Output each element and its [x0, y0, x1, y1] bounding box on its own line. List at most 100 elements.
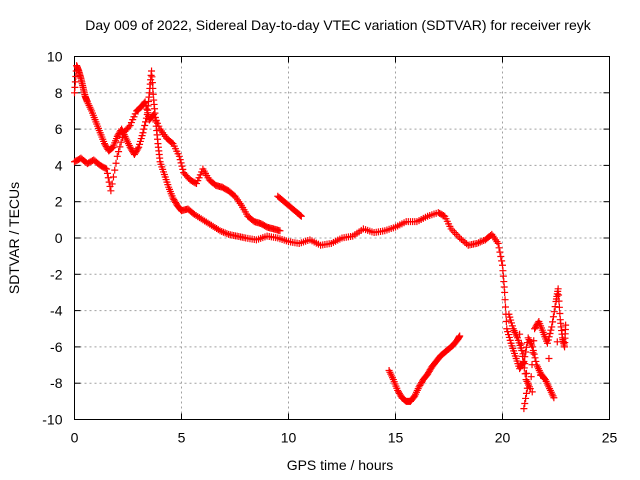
- x-axis-label: GPS time / hours: [287, 457, 394, 473]
- data-point: [549, 318, 557, 326]
- data-point: [475, 239, 483, 247]
- x-tick-label: 10: [281, 430, 297, 446]
- data-point: [142, 118, 150, 126]
- data-point: [496, 248, 504, 256]
- data-point: [555, 291, 563, 299]
- y-tick-label: 4: [55, 157, 63, 173]
- data-point: [111, 166, 119, 174]
- data-point: [554, 285, 562, 293]
- data-point: [519, 350, 527, 358]
- y-tick-label: 0: [55, 230, 63, 246]
- data-point: [113, 152, 121, 160]
- data-point: [104, 174, 112, 182]
- data-point: [221, 229, 229, 237]
- data-point: [118, 133, 126, 141]
- data-point: [516, 330, 524, 338]
- data-point: [103, 165, 111, 173]
- data-point: [144, 109, 152, 117]
- data-point: [520, 405, 528, 413]
- data-point: [139, 129, 147, 137]
- data-point: [519, 358, 527, 366]
- data-point: [527, 373, 535, 381]
- data-point: [544, 336, 552, 344]
- data-point: [521, 360, 529, 368]
- data-point: [528, 361, 536, 369]
- y-tick-label: -10: [42, 412, 62, 428]
- data-point: [545, 333, 553, 341]
- data-point: [125, 123, 133, 131]
- data-point: [297, 212, 305, 220]
- y-tick-label: -8: [50, 375, 63, 391]
- data-point: [219, 228, 227, 236]
- data-point: [176, 156, 184, 164]
- data-point: [524, 379, 532, 387]
- data-point: [549, 313, 557, 321]
- axis-ticks: [74, 56, 610, 420]
- data-point: [451, 229, 459, 237]
- data-point: [522, 389, 530, 397]
- chart-title: Day 009 of 2022, Sidereal Day-to-day VTE…: [85, 17, 591, 33]
- data-point: [463, 240, 471, 248]
- data-point: [473, 239, 481, 247]
- data-point: [530, 350, 538, 358]
- data-point: [501, 296, 509, 304]
- data-point: [108, 180, 116, 188]
- y-tick-label: 6: [55, 121, 63, 137]
- data-point: [521, 400, 529, 408]
- data-point: [218, 227, 226, 235]
- y-tick-label: -4: [50, 303, 63, 319]
- data-point: [537, 371, 545, 379]
- data-point: [476, 238, 484, 246]
- data-point: [545, 355, 553, 363]
- data-point: [101, 164, 109, 172]
- data-point: [556, 310, 564, 318]
- data-points: [71, 62, 570, 413]
- x-tick-label: 20: [495, 430, 511, 446]
- data-point: [495, 244, 503, 252]
- y-tick-label: 10: [47, 49, 63, 65]
- data-point: [179, 165, 187, 173]
- y-tick-label: 8: [55, 85, 63, 101]
- data-point: [216, 227, 224, 235]
- data-point: [547, 326, 555, 334]
- y-tick-label: -2: [50, 266, 63, 282]
- data-point: [140, 125, 148, 133]
- data-point: [522, 343, 530, 351]
- data-point: [522, 369, 530, 377]
- data-point: [116, 143, 124, 151]
- data-point: [517, 340, 525, 348]
- data-point: [548, 323, 556, 331]
- data-point: [501, 303, 509, 311]
- data-point: [551, 303, 559, 311]
- data-point: [501, 288, 509, 296]
- data-point: [454, 232, 462, 240]
- data-point: [107, 187, 115, 195]
- data-point: [117, 138, 125, 146]
- data-point: [452, 230, 460, 238]
- data-point: [141, 98, 149, 106]
- data-point: [223, 230, 231, 238]
- data-point: [528, 388, 536, 396]
- data-point: [103, 169, 111, 177]
- data-point: [177, 159, 185, 167]
- data-point: [296, 211, 304, 219]
- y-axis-label: SDTVAR / TECUs: [6, 182, 22, 294]
- data-point: [522, 394, 530, 402]
- data-point: [112, 159, 120, 167]
- x-tick-label: 25: [602, 430, 618, 446]
- data-point: [109, 173, 117, 181]
- x-tick-label: 15: [388, 430, 404, 446]
- data-point: [553, 338, 561, 346]
- data-point: [530, 337, 538, 345]
- x-tick-label: 5: [178, 430, 186, 446]
- data-point: [141, 121, 149, 129]
- data-point: [498, 257, 506, 265]
- data-point: [502, 317, 510, 325]
- data-point: [555, 303, 563, 311]
- data-point: [494, 239, 502, 247]
- data-point: [497, 253, 505, 261]
- data-point: [531, 354, 539, 362]
- data-point: [107, 145, 115, 153]
- data-point: [529, 349, 537, 357]
